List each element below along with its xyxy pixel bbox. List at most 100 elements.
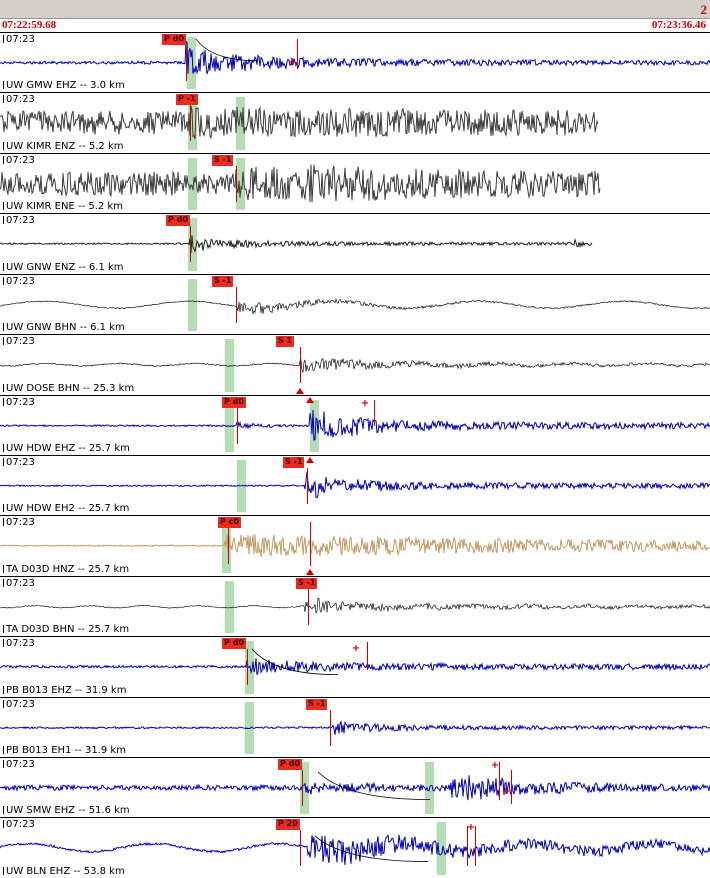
- coda-marker-cross: +: [490, 760, 500, 772]
- trace-row-KIMR-ENE[interactable]: 07:23 UW KIMR ENE -- 5.2 km S -1: [0, 152, 710, 214]
- waveform-canvas[interactable]: [0, 637, 710, 696]
- trace-row-D03D-HNZ[interactable]: 07:23 TA D03D HNZ -- 25.7 km P c0: [0, 515, 710, 576]
- trace-list: 07:23 UW GMW EHZ -- 3.0 km P d0 +07:23 UW KI…: [0, 32, 710, 878]
- station-label-text: PB B013 EH1 -- 31.9 km: [6, 745, 126, 757]
- pick-highlight-band: [187, 37, 196, 90]
- trace-station-label: PB B013 EHZ -- 31.9 km: [3, 685, 126, 696]
- trace-time-text: 07:23: [6, 94, 35, 106]
- trace-row-BLN-EHZ[interactable]: 07:23 UW BLN EHZ -- 53.8 km P 20 +: [0, 817, 710, 878]
- station-tick-mark: [3, 202, 4, 211]
- trace-station-label: TA D03D BHN -- 25.7 km: [3, 624, 129, 635]
- station-tick-mark: [3, 685, 4, 694]
- pick-flag[interactable]: P c0: [218, 517, 241, 529]
- coda-marker-line: [499, 762, 500, 801]
- trace-station-label: UW HDW EHZ -- 25.7 km: [3, 443, 130, 454]
- waveform-canvas[interactable]: [0, 275, 710, 334]
- seismogram-trace: [0, 106, 599, 140]
- waveform-canvas[interactable]: [0, 335, 710, 394]
- pick-flag[interactable]: P d0: [278, 759, 302, 771]
- waveform-canvas[interactable]: [0, 33, 710, 92]
- pick-time-line: [300, 347, 301, 384]
- time-tick-mark: [3, 216, 4, 225]
- coda-decay-curve: [317, 771, 431, 801]
- waveform-canvas[interactable]: [0, 456, 710, 515]
- pick-highlight-band: [236, 97, 245, 150]
- trace-row-GMW-EHZ[interactable]: 07:23 UW GMW EHZ -- 3.0 km P d0 +: [0, 32, 710, 93]
- trace-row-B013-EHZ[interactable]: 07:23 PB B013 EHZ -- 31.9 km P d0 +: [0, 636, 710, 697]
- pick-flag[interactable]: P d0: [162, 34, 186, 45]
- pick-flag[interactable]: P d0: [222, 638, 246, 650]
- waveform-canvas[interactable]: [0, 154, 710, 213]
- waveform-canvas[interactable]: [0, 758, 710, 817]
- pick-flag[interactable]: S -1: [296, 577, 318, 589]
- waveform-canvas[interactable]: [0, 93, 710, 152]
- pick-flag[interactable]: P -1: [176, 94, 198, 106]
- station-label-text: UW GNW BHN -- 6.1 km: [6, 322, 125, 334]
- station-label-text: PB B013 EHZ -- 31.9 km: [6, 684, 127, 696]
- trace-time-label: 07:23: [3, 699, 35, 710]
- coda-marker-line: [475, 826, 476, 867]
- time-tick-mark: [3, 457, 4, 466]
- seismogram-trace: [0, 534, 710, 558]
- time-tick-mark: [3, 276, 4, 285]
- pick-highlight-band: [300, 762, 309, 815]
- trace-station-label: UW HDW EH2 -- 25.7 km: [3, 503, 129, 514]
- trace-time-label: 07:23: [3, 336, 35, 347]
- coda-marker-cross: +: [351, 643, 361, 655]
- coda-marker-line: [511, 770, 512, 805]
- time-tick-mark: [3, 760, 4, 769]
- trace-row-GNW-BHN[interactable]: 07:23 UW GNW BHN -- 6.1 km S -1: [0, 273, 710, 335]
- waveform-canvas[interactable]: [0, 698, 710, 757]
- pick-flag[interactable]: S 1: [276, 336, 295, 348]
- trace-row-D03D-BHN[interactable]: 07:23 TA D03D BHN -- 25.7 km S -1: [0, 575, 710, 637]
- trace-time-text: 07:23: [6, 34, 35, 45]
- trace-row-KIMR-ENZ[interactable]: 07:23 UW KIMR ENZ -- 5.2 km P -1: [0, 92, 710, 153]
- trace-station-label: UW DOSE BHN -- 25.3 km: [3, 383, 134, 394]
- trace-row-HDW-EH2[interactable]: 07:23 UW HDW EH2 -- 25.7 km S -1: [0, 454, 710, 516]
- pick-time-line: [247, 649, 248, 686]
- station-label-text: UW KIMR ENE -- 5.2 km: [6, 201, 123, 213]
- pick-flag[interactable]: P 20: [276, 819, 300, 831]
- trace-time-label: 07:23: [3, 638, 35, 649]
- waveform-canvas[interactable]: [0, 516, 710, 575]
- trace-time-label: 07:23: [3, 517, 35, 528]
- trace-time-text: 07:23: [6, 154, 35, 166]
- trace-row-DOSE-BHN[interactable]: 07:23 UW DOSE BHN -- 25.3 km S 1: [0, 334, 710, 395]
- pick-highlight-band: [188, 278, 197, 332]
- station-tick-mark: [3, 81, 4, 90]
- waveform-canvas[interactable]: [0, 396, 710, 455]
- trace-row-GNW-ENZ[interactable]: 07:23 UW GNW ENZ -- 6.1 km P d0: [0, 213, 710, 274]
- pick-flag[interactable]: S -1: [212, 275, 234, 287]
- pick-flag[interactable]: P d0: [222, 396, 246, 408]
- trace-station-label: UW BLN EHZ -- 53.8 km: [3, 866, 125, 877]
- event-header-bar: 60639436 UW Nov 27, 2013 07:23:06.59 47.…: [0, 0, 710, 19]
- trace-time-label: 07:23: [3, 457, 35, 468]
- trace-row-B013-EH1[interactable]: 07:23 PB B013 EH1 -- 31.9 km S -1: [0, 696, 710, 758]
- trace-time-text: 07:23: [6, 215, 35, 227]
- waveform-canvas[interactable]: [0, 214, 710, 273]
- station-label-text: UW KIMR ENZ -- 5.2 km: [6, 140, 124, 152]
- station-label-text: UW BLN EHZ -- 53.8 km: [6, 865, 125, 877]
- waveform-canvas[interactable]: [0, 577, 710, 636]
- time-tick-mark: [3, 820, 4, 829]
- pick-time-line: [300, 830, 301, 867]
- coda-marker-line: [367, 642, 368, 671]
- pick-flag[interactable]: S -1: [212, 154, 234, 166]
- pick-flag[interactable]: P d0: [166, 215, 190, 227]
- pick-highlight-band: [225, 339, 234, 392]
- station-label-text: UW HDW EH2 -- 25.7 km: [6, 503, 130, 515]
- pick-flag[interactable]: S -1: [306, 698, 328, 710]
- phase-marker-triangle: [306, 568, 314, 575]
- seismogram-trace: [0, 658, 710, 676]
- station-label-text: TA D03D HNZ -- 25.7 km: [6, 563, 130, 575]
- trace-station-label: PB B013 EH1 -- 31.9 km: [3, 745, 126, 756]
- pick-flag[interactable]: S -1: [283, 456, 305, 468]
- trace-time-text: 07:23: [6, 577, 35, 589]
- waveform-canvas[interactable]: [0, 818, 710, 877]
- trace-time-label: 07:23: [3, 397, 35, 408]
- trace-row-SMW-EHZ[interactable]: 07:23 UW SMW EHZ -- 51.6 km P d0 + +: [0, 757, 710, 818]
- window-start-time: 07:22:59.68: [2, 19, 57, 31]
- pick-time-line: [237, 407, 238, 444]
- pick-highlight-band: [310, 399, 319, 452]
- trace-row-HDW-EHZ[interactable]: 07:23 UW HDW EHZ -- 25.7 km P d0 +: [0, 394, 710, 455]
